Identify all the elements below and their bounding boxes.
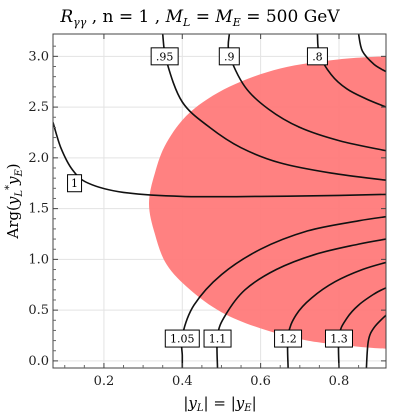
contour-label-text: .9 <box>224 50 235 63</box>
y-tick-label: 0.5 <box>28 303 49 318</box>
y-tick-label: 2.0 <box>28 151 49 166</box>
title-me: M <box>214 7 233 27</box>
contour-label-box <box>164 329 200 348</box>
contour-line <box>53 122 386 198</box>
y-tick-label: 1.0 <box>28 252 49 267</box>
shaded-region <box>149 56 386 349</box>
plot-frame <box>52 33 387 369</box>
contour-label-box <box>274 329 303 348</box>
x-tick-label: 0.6 <box>250 374 271 389</box>
title-ml: M <box>165 7 184 27</box>
contour-line <box>180 215 386 368</box>
contour-labels: 1 .95 .9 .8 1.05 1.1 1.2 1.3 <box>67 47 353 348</box>
title-value: = 500 GeV <box>241 7 341 27</box>
x-axis-label: |yL| = |yE| <box>183 394 256 414</box>
contour-label-box <box>150 47 179 66</box>
contour-label: 1.3 <box>324 329 353 348</box>
y-tick-label: 3.0 <box>28 49 49 64</box>
axis-ticks: 0.2 0.4 0.6 0.8 0.0 0.5 1.0 1.5 2.0 2.5 3.0 <box>28 34 386 389</box>
contour-label-text: .95 <box>156 50 174 63</box>
y-tick-label: 1.5 <box>28 202 49 217</box>
contour-label: 1.05 <box>164 329 200 348</box>
contour-label: 1.1 <box>203 329 232 348</box>
title-r-subscript: γγ <box>73 16 87 29</box>
contour-line <box>357 34 386 73</box>
x-tick-label: 0.4 <box>172 374 193 389</box>
contour-label: .8 <box>306 47 328 66</box>
contour-label-text: .8 <box>312 50 323 63</box>
contour-label-box <box>203 329 232 348</box>
title-eq: = <box>190 7 215 27</box>
title-mid: , n = 1 , <box>86 7 165 27</box>
y-tick-label: 0.0 <box>28 354 49 369</box>
contour-label: 1.2 <box>274 329 303 348</box>
contour-label-text: 1.3 <box>330 333 348 346</box>
title-r-symbol: R <box>59 7 73 27</box>
contour-label-text: 1.2 <box>279 333 297 346</box>
contour-line <box>365 314 386 368</box>
contour-label-box <box>218 47 240 66</box>
contour-label-box <box>324 329 353 348</box>
contour-label-text: 1 <box>71 177 78 190</box>
y-axis-label: Arg(yL*yE) <box>4 163 25 239</box>
contour-label-text: 1.05 <box>170 333 195 346</box>
contour-label: 1 <box>67 174 83 193</box>
title-ml-sub: L <box>182 16 190 29</box>
chart-title: Rγγ , n = 1 , ML = ME = 500 GeV <box>59 7 340 29</box>
contour-label-box <box>306 47 328 66</box>
title-me-sub: E <box>232 16 241 29</box>
x-tick-label: 0.8 <box>329 374 350 389</box>
y-tick-label: 2.5 <box>28 100 49 115</box>
contour-label-text: 1.1 <box>209 333 227 346</box>
contour-label: .95 <box>150 47 179 66</box>
x-tick-label: 0.2 <box>94 374 115 389</box>
contour-label-box <box>67 174 83 193</box>
contour-label: .9 <box>218 47 240 66</box>
